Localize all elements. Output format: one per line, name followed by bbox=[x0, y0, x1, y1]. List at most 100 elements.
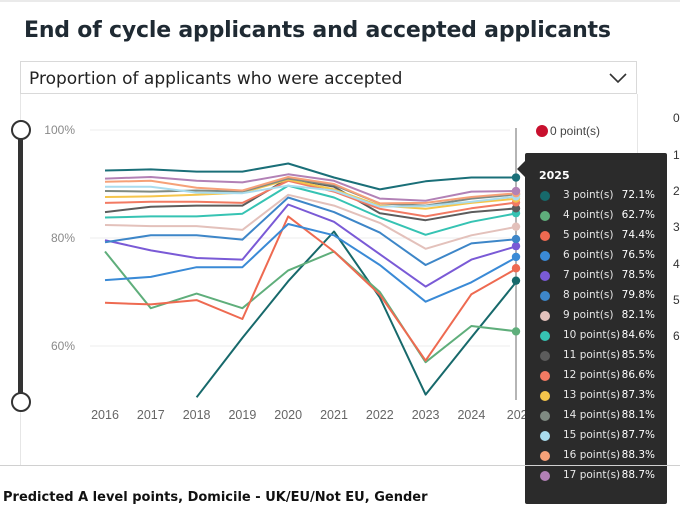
page-title: End of cycle applicants and accepted app… bbox=[24, 18, 611, 43]
tooltip-series-value: 85.5% bbox=[621, 349, 655, 361]
series-line bbox=[105, 184, 518, 208]
tooltip-row: 16 point(s) 88.3% bbox=[525, 447, 667, 467]
tooltip-series-dot bbox=[540, 231, 550, 241]
tooltip-series-value: 88.7% bbox=[621, 469, 655, 481]
series-point bbox=[511, 241, 521, 251]
x-tick-label: 2017 bbox=[137, 408, 165, 422]
tooltip-series-label: 10 point(s) bbox=[563, 329, 621, 341]
legend-item-0-points[interactable]: 0 point(s) bbox=[536, 124, 600, 138]
series-line bbox=[104, 193, 518, 250]
tooltip-series-label: 9 point(s) bbox=[563, 309, 614, 321]
tooltip-row: 3 point(s) 72.1% bbox=[525, 187, 667, 207]
tooltip-series-dot bbox=[540, 451, 550, 461]
tooltip-series-label: 15 point(s) bbox=[563, 429, 621, 441]
tooltip-series-value: 79.8% bbox=[621, 289, 655, 301]
series-point bbox=[511, 327, 521, 336]
tooltip-series-label: 7 point(s) bbox=[563, 269, 614, 281]
tooltip-series-value: 88.3% bbox=[621, 449, 655, 461]
data-tooltip: 2025 3 point(s) 72.1% 4 point(s) 62.7% 5 poi… bbox=[525, 153, 667, 504]
tooltip-row: 17 point(s) 88.7% bbox=[525, 467, 667, 487]
tooltip-series-label: 11 point(s) bbox=[563, 349, 621, 361]
series-line bbox=[104, 203, 518, 288]
series-point bbox=[511, 186, 521, 196]
tooltip-series-label: 4 point(s) bbox=[563, 209, 614, 221]
tooltip-series-dot bbox=[540, 391, 550, 401]
tooltip-series-label: 3 point(s) bbox=[563, 189, 614, 201]
legend-color-dot bbox=[536, 125, 548, 137]
x-tick-label: 2022 bbox=[366, 408, 394, 422]
series-point bbox=[511, 234, 521, 244]
series-line bbox=[104, 223, 518, 303]
tooltip-series-value: 84.6% bbox=[621, 329, 655, 341]
tooltip-series-value: 62.7% bbox=[621, 209, 655, 221]
series-line bbox=[104, 179, 518, 218]
top-divider bbox=[0, 0, 680, 2]
edge-label: 4 bbox=[673, 257, 680, 271]
edge-label: 0 bbox=[673, 111, 680, 125]
y-tick-label: 100% bbox=[44, 123, 75, 137]
tooltip-series-label: 8 point(s) bbox=[563, 289, 614, 301]
series-point bbox=[511, 204, 521, 213]
x-tick-label: 2021 bbox=[320, 408, 348, 422]
x-tick-label: 2024 bbox=[457, 408, 485, 422]
series-line bbox=[104, 176, 518, 205]
tooltip-series-value: 76.5% bbox=[621, 249, 655, 261]
tooltip-series-label: 16 point(s) bbox=[563, 449, 621, 461]
tooltip-series-value: 82.1% bbox=[621, 309, 655, 321]
edge-label: 1 bbox=[673, 148, 680, 162]
x-tick-label: 2023 bbox=[412, 408, 440, 422]
y-range-slider-top-handle[interactable] bbox=[11, 120, 31, 140]
tooltip-row: 8 point(s) 79.8% bbox=[525, 287, 667, 307]
tooltip-series-label: 5 point(s) bbox=[563, 229, 614, 241]
tooltip-series-value: 72.1% bbox=[621, 189, 655, 201]
tooltip-series-dot bbox=[540, 251, 550, 261]
tooltip-row: 7 point(s) 78.5% bbox=[525, 267, 667, 287]
tooltip-series-dot bbox=[540, 271, 550, 281]
series-line bbox=[104, 162, 518, 191]
series-line bbox=[104, 250, 518, 364]
y-tick-label: 60% bbox=[51, 339, 75, 353]
tooltip-pointer bbox=[517, 161, 525, 177]
edge-label: 6 bbox=[673, 329, 680, 343]
tooltip-series-value: 88.1% bbox=[621, 409, 655, 421]
edge-label: 2 bbox=[673, 184, 680, 198]
tooltip-series-dot bbox=[540, 371, 550, 381]
tooltip-series-value: 74.4% bbox=[621, 229, 655, 241]
y-range-slider-track[interactable] bbox=[18, 128, 23, 401]
tooltip-year: 2025 bbox=[539, 169, 570, 182]
filter-summary: Predicted A level points, Domicile - UK/… bbox=[3, 490, 428, 505]
series-line bbox=[104, 184, 518, 236]
tooltip-row: 9 point(s) 82.1% bbox=[525, 307, 667, 327]
series-point bbox=[511, 276, 521, 285]
tooltip-series-dot bbox=[540, 351, 550, 361]
series-point bbox=[511, 222, 521, 231]
tooltip-row: 6 point(s) 76.5% bbox=[525, 247, 667, 267]
tooltip-row: 14 point(s) 88.1% bbox=[525, 407, 667, 427]
tooltip-row: 15 point(s) 87.7% bbox=[525, 427, 667, 447]
edge-label: 3 bbox=[673, 220, 680, 234]
tooltip-series-value: 78.5% bbox=[621, 269, 655, 281]
tooltip-series-label: 14 point(s) bbox=[563, 409, 621, 421]
series-line bbox=[104, 196, 518, 266]
series-point bbox=[511, 264, 521, 273]
footer-divider bbox=[0, 465, 680, 466]
x-tick-label: 202 bbox=[507, 408, 528, 422]
tooltip-series-dot bbox=[540, 191, 550, 201]
x-tick-label: 2019 bbox=[228, 408, 256, 422]
y-tick-label: 80% bbox=[51, 231, 75, 245]
tooltip-row: 13 point(s) 87.3% bbox=[525, 387, 667, 407]
tooltip-series-dot bbox=[540, 331, 550, 341]
tooltip-series-label: 12 point(s) bbox=[563, 369, 621, 381]
x-tick-label: 2018 bbox=[183, 408, 211, 422]
metric-dropdown[interactable]: Proportion of applicants who were accept… bbox=[20, 61, 637, 94]
series-point bbox=[511, 252, 521, 262]
tooltip-series-label: 6 point(s) bbox=[563, 249, 614, 261]
tooltip-series-dot bbox=[540, 431, 550, 441]
series-line bbox=[104, 215, 518, 362]
tooltip-series-value: 87.3% bbox=[621, 389, 655, 401]
series-line bbox=[104, 173, 518, 202]
tooltip-row: 4 point(s) 62.7% bbox=[525, 207, 667, 227]
y-range-slider-bottom-handle[interactable] bbox=[11, 392, 31, 412]
tooltip-series-dot bbox=[540, 311, 550, 321]
